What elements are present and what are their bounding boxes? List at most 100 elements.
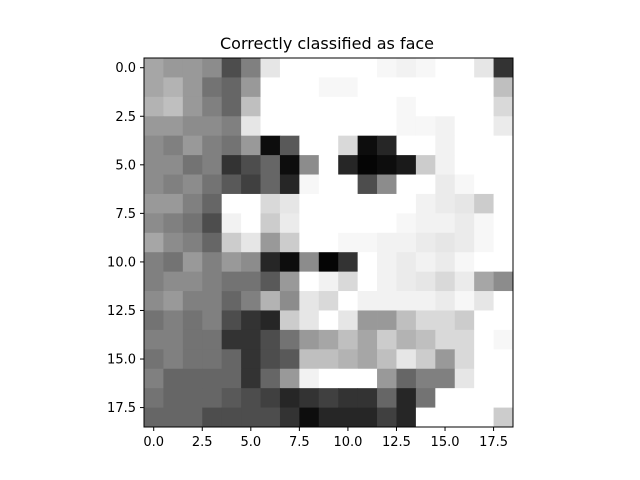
heatmap-cell (474, 232, 494, 253)
heatmap-cell (396, 135, 417, 156)
heatmap-cell (260, 310, 281, 331)
heatmap-cell (221, 135, 242, 156)
heatmap-cell (493, 193, 514, 214)
heatmap-cell (144, 252, 164, 273)
heatmap-cell (279, 213, 300, 234)
heatmap-cell (279, 291, 300, 311)
heatmap-cell (377, 155, 397, 175)
heatmap-cell (202, 155, 223, 175)
heatmap-cell (454, 96, 475, 117)
heatmap-cell (357, 349, 378, 370)
heatmap-cell (493, 116, 514, 137)
heatmap-cell (493, 252, 514, 273)
heatmap-cell (318, 232, 339, 253)
heatmap-cell (260, 135, 281, 156)
heatmap-cell (338, 77, 359, 98)
heatmap-cell (163, 368, 184, 389)
heatmap-cell (144, 310, 164, 331)
heatmap-cell (415, 329, 436, 350)
heatmap-cell (318, 174, 339, 195)
heatmap-cell (279, 116, 300, 137)
heatmap-cell (474, 388, 494, 408)
heatmap-cell (493, 349, 514, 370)
heatmap-cell (493, 96, 514, 117)
heatmap-cell (415, 135, 436, 156)
heatmap-cell (318, 349, 339, 370)
heatmap-cell (415, 77, 436, 98)
heatmap-cell (221, 155, 242, 175)
heatmap-cell (415, 193, 436, 214)
chart-title: Correctly classified as face (220, 34, 434, 53)
heatmap-cell (357, 310, 378, 331)
x-axis-ticks: 0.0 2.5 5.0 7.5 10.0 12.5 15.0 17.5 (143, 427, 508, 450)
heatmap-cell (338, 96, 359, 117)
heatmap-cell (144, 77, 164, 98)
heatmap-cell (182, 388, 203, 408)
heatmap-cell (182, 271, 203, 292)
heatmap-cell (454, 349, 475, 370)
heatmap-cell (396, 252, 417, 273)
y-tick-label: 7.5 (115, 207, 136, 222)
y-tick-label: 0.0 (115, 61, 136, 76)
heatmap-cell (318, 116, 339, 137)
heatmap-cell (299, 232, 320, 253)
heatmap-cell (241, 213, 261, 234)
heatmap-cell (182, 193, 203, 214)
heatmap-cell (396, 388, 417, 408)
heatmap-cell (396, 58, 417, 78)
heatmap-cell (241, 271, 261, 292)
heatmap-cell (454, 116, 475, 137)
heatmap-cell (338, 291, 359, 311)
heatmap-cell (474, 174, 494, 195)
heatmap-cell (435, 349, 456, 370)
heatmap-cell (318, 135, 339, 156)
heatmap-cell (377, 193, 397, 214)
heatmap-cell (299, 135, 320, 156)
heatmap-cell (163, 310, 184, 331)
heatmap-cell (279, 135, 300, 156)
heatmap-cell (357, 77, 378, 98)
y-tick-label: 12.5 (107, 304, 136, 319)
heatmap-cell (338, 155, 359, 175)
heatmap-cell (415, 349, 436, 370)
heatmap-cell (435, 174, 456, 195)
heatmap-cell (377, 77, 397, 98)
heatmap-cell (318, 271, 339, 292)
heatmap-cell (182, 116, 203, 137)
heatmap-cell (260, 349, 281, 370)
heatmap-cell (396, 271, 417, 292)
heatmap-cell (279, 329, 300, 350)
heatmap-cell (202, 135, 223, 156)
x-tick-label: 2.5 (192, 435, 213, 450)
heatmap-cell (318, 213, 339, 234)
heatmap-cell (338, 329, 359, 350)
heatmap-cell (182, 349, 203, 370)
heatmap-cell (144, 407, 164, 428)
heatmap-cell (182, 368, 203, 389)
heatmap-cell (415, 58, 436, 78)
heatmap-cell (357, 329, 378, 350)
heatmap-cell (279, 349, 300, 370)
heatmap-cell (202, 388, 223, 408)
heatmap-cell (493, 135, 514, 156)
heatmap-cell (435, 193, 456, 214)
heatmap-cell (144, 174, 164, 195)
heatmap-cell (182, 155, 203, 175)
heatmap-cell (299, 329, 320, 350)
heatmap-cell (357, 155, 378, 175)
heatmap-cell (241, 252, 261, 273)
heatmap-cell (260, 407, 281, 428)
heatmap-cell (396, 291, 417, 311)
heatmap-cell (318, 407, 339, 428)
y-tick-label: 15.0 (107, 353, 136, 368)
heatmap-cell (260, 291, 281, 311)
heatmap-cell (493, 232, 514, 253)
heatmap-cell (260, 388, 281, 408)
heatmap-cell (221, 96, 242, 117)
heatmap-cell (318, 77, 339, 98)
heatmap-cell (144, 291, 164, 311)
heatmap-cell (454, 407, 475, 428)
heatmap-cell (144, 271, 164, 292)
heatmap-cell (202, 252, 223, 273)
heatmap-cell (357, 252, 378, 273)
